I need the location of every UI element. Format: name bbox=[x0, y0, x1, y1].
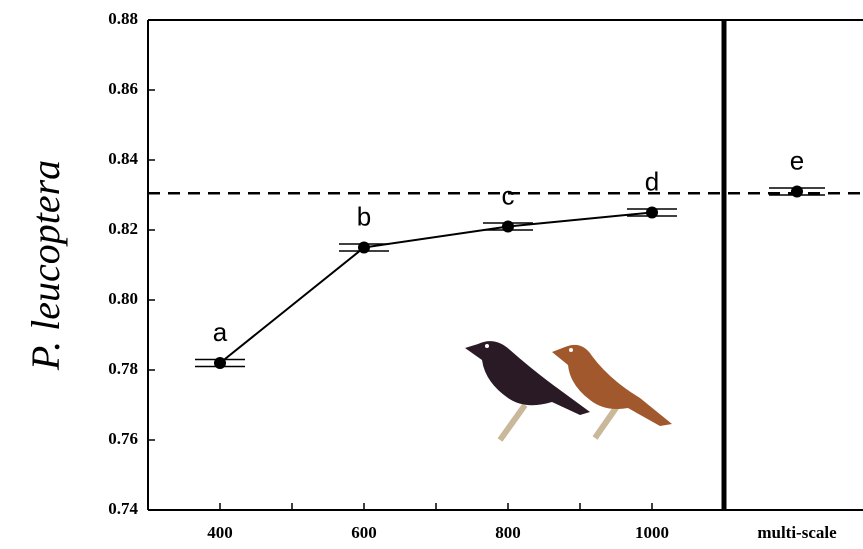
y-axis-label: P. leucoptera bbox=[23, 160, 68, 371]
x-tick-label: 600 bbox=[351, 523, 377, 542]
x-tick-label: multi-scale bbox=[757, 523, 837, 542]
point-label: b bbox=[357, 202, 371, 232]
x-tick-label: 800 bbox=[495, 523, 521, 542]
point-label: a bbox=[213, 317, 228, 347]
y-tick-label: 0.82 bbox=[108, 219, 138, 238]
point-label: e bbox=[790, 146, 804, 176]
y-tick-label: 0.80 bbox=[108, 289, 138, 308]
y-tick-label: 0.74 bbox=[108, 499, 138, 518]
x-tick-label: 400 bbox=[207, 523, 233, 542]
point bbox=[214, 357, 226, 369]
point-label: c bbox=[502, 181, 515, 211]
series-line bbox=[220, 213, 652, 364]
y-tick-label: 0.88 bbox=[108, 9, 138, 28]
chart: P. leucoptera 0.74 0.76 0.78 0.80 0.82 0.84 0.… bbox=[0, 0, 863, 549]
point bbox=[502, 221, 514, 233]
y-tick-label: 0.86 bbox=[108, 79, 138, 98]
point bbox=[791, 186, 803, 198]
bird-illustration bbox=[465, 341, 672, 440]
x-tick-label: 1000 bbox=[635, 523, 669, 542]
y-tick-label: 0.84 bbox=[108, 149, 138, 168]
y-tick-label: 0.78 bbox=[108, 359, 138, 378]
point bbox=[646, 207, 658, 219]
point bbox=[358, 242, 370, 254]
y-tick-label: 0.76 bbox=[108, 429, 138, 448]
point-label: d bbox=[645, 167, 659, 197]
